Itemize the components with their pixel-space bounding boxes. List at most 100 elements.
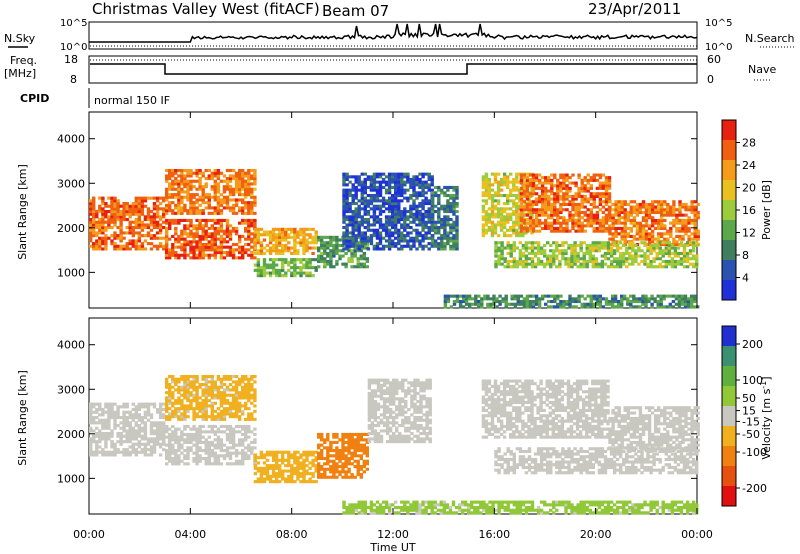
range-time-cell	[631, 249, 635, 253]
range-time-cell	[504, 294, 508, 298]
range-time-cell	[565, 184, 569, 188]
range-time-cell	[268, 249, 273, 253]
range-time-cell	[641, 294, 645, 298]
range-time-cell	[659, 294, 663, 298]
range-time-cell	[592, 221, 596, 225]
range-time-cell	[446, 194, 450, 198]
range-time-cell	[372, 175, 377, 179]
range-time-cell	[609, 251, 614, 255]
range-time-cell	[437, 212, 441, 216]
range-time-cell	[183, 380, 187, 384]
range-time-cell	[329, 265, 333, 269]
range-time-cell	[201, 195, 205, 199]
range-time-cell	[565, 192, 569, 196]
range-time-cell	[332, 246, 336, 250]
range-time-cell	[216, 440, 221, 444]
range-time-cell	[580, 224, 584, 228]
range-time-cell	[238, 187, 242, 191]
range-time-cell	[449, 194, 453, 198]
range-time-cell	[207, 198, 211, 202]
range-time-cell	[168, 253, 172, 257]
range-time-cell	[171, 430, 175, 434]
range-time-cell	[649, 259, 653, 263]
range-time-cell	[207, 459, 211, 463]
range-time-cell	[424, 244, 428, 248]
range-time-cell	[506, 183, 510, 187]
range-time-cell	[631, 259, 635, 263]
range-time-cell	[351, 212, 355, 216]
range-time-cell	[259, 266, 264, 270]
range-time-cell	[582, 257, 586, 261]
range-time-cell	[225, 409, 230, 413]
range-time-cell	[608, 205, 612, 209]
range-time-cell	[620, 234, 624, 238]
range-time-cell	[515, 180, 519, 184]
range-time-cell	[696, 213, 700, 217]
range-time-cell	[490, 220, 495, 224]
range-time-cell	[101, 408, 105, 412]
range-time-cell	[140, 421, 145, 425]
range-time-cell	[104, 244, 108, 248]
range-time-cell	[692, 297, 697, 301]
range-time-cell	[335, 259, 339, 263]
range-time-cell	[403, 218, 407, 222]
range-time-cell	[378, 242, 383, 246]
range-time-cell	[204, 375, 208, 379]
range-time-cell	[537, 173, 542, 177]
range-time-cell	[241, 174, 245, 178]
range-time-cell	[302, 246, 306, 250]
range-time-cell	[556, 229, 560, 233]
range-time-cell	[332, 235, 336, 239]
range-time-cell	[104, 450, 108, 454]
range-time-cell	[171, 380, 175, 384]
range-time-cell	[490, 215, 495, 219]
range-time-cell	[146, 215, 151, 219]
range-time-cell	[493, 172, 498, 176]
colorbar-tick-label: 28	[742, 137, 756, 150]
range-time-cell	[195, 226, 199, 230]
range-time-cell	[644, 205, 649, 209]
range-time-cell	[192, 407, 196, 411]
range-time-cell	[607, 181, 612, 185]
range-time-cell	[113, 231, 117, 235]
range-time-cell	[363, 191, 367, 195]
range-time-cell	[131, 226, 135, 230]
range-time-cell	[509, 199, 513, 203]
range-time-cell	[231, 430, 236, 434]
range-time-cell	[363, 207, 367, 211]
range-time-cell	[128, 424, 132, 428]
range-time-cell	[582, 259, 586, 263]
range-time-cell	[323, 265, 327, 269]
range-time-cell	[568, 213, 572, 217]
range-time-cell	[174, 203, 178, 207]
range-time-cell	[634, 243, 638, 247]
range-time-cell	[186, 438, 190, 442]
range-time-cell	[513, 302, 517, 306]
range-time-cell	[189, 240, 193, 244]
range-time-cell	[201, 193, 205, 197]
range-time-cell	[210, 195, 214, 199]
range-time-cell	[180, 438, 184, 442]
range-time-cell	[626, 232, 630, 236]
range-time-cell	[345, 175, 349, 179]
range-time-cell	[536, 259, 541, 263]
range-time-cell	[481, 185, 486, 189]
range-time-cell	[595, 173, 600, 177]
range-time-cell	[556, 221, 560, 225]
range-time-cell	[152, 223, 157, 227]
range-time-cell	[544, 302, 548, 306]
range-time-cell	[171, 171, 175, 175]
range-time-cell	[152, 218, 157, 222]
range-time-cell	[525, 294, 530, 298]
range-time-cell	[369, 242, 374, 246]
range-time-cell	[241, 198, 245, 202]
range-time-cell	[562, 300, 566, 304]
range-time-cell	[146, 437, 151, 441]
range-time-cell	[177, 211, 181, 215]
range-time-cell	[180, 388, 184, 392]
range-time-cell	[391, 172, 395, 176]
range-time-cell	[678, 226, 682, 230]
range-time-cell	[643, 254, 647, 258]
range-time-cell	[183, 415, 187, 419]
range-time-cell	[241, 449, 245, 453]
